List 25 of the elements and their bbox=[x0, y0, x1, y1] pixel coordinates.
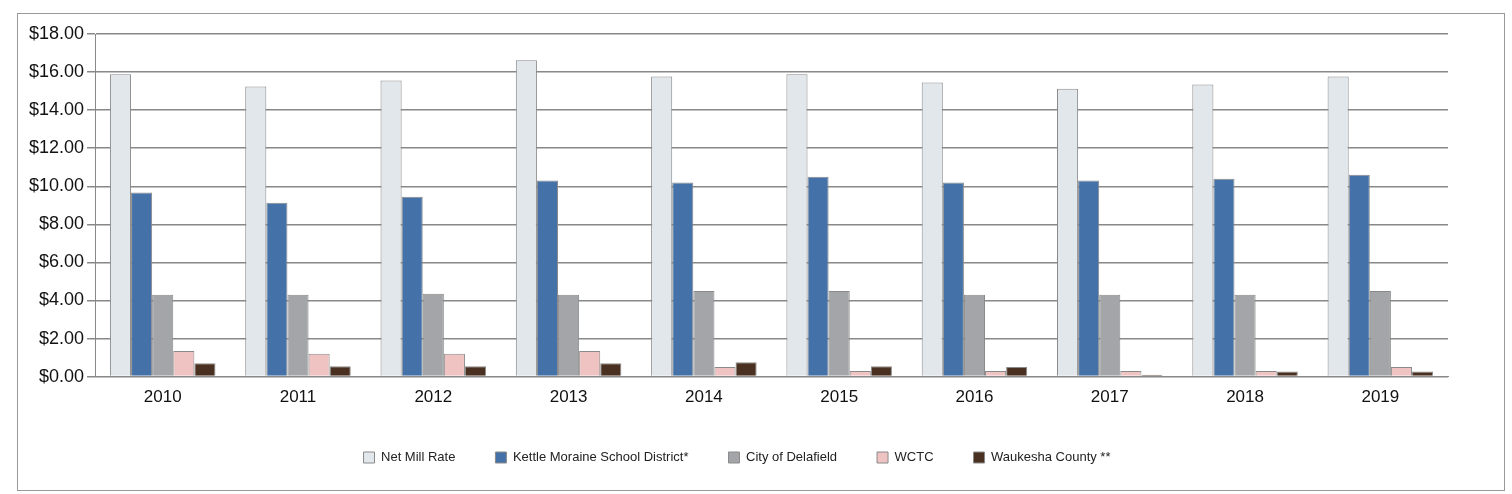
x-tick-label: 2015 bbox=[820, 387, 859, 407]
y-tick-label: $4.00 bbox=[39, 289, 85, 310]
y-tick-label: $0.00 bbox=[39, 365, 85, 386]
y-tick-label: $12.00 bbox=[28, 137, 85, 158]
y-tick-label: $16.00 bbox=[28, 61, 85, 82]
x-tick-label: 2011 bbox=[279, 387, 317, 407]
x-tick-label: 2010 bbox=[143, 387, 182, 407]
x-tick-label: 2012 bbox=[414, 387, 453, 407]
y-tick-label: $6.00 bbox=[39, 251, 85, 272]
y-tick-label: $18.00 bbox=[28, 22, 85, 43]
y-tick-label: $2.00 bbox=[39, 327, 85, 348]
legend-label: City of Delafield bbox=[745, 449, 838, 465]
legend-label: Kettle Moraine School District* bbox=[512, 449, 689, 465]
legend-label: Net Mill Rate bbox=[381, 449, 456, 465]
x-tick-label: 2017 bbox=[1090, 387, 1129, 407]
x-tick-label: 2016 bbox=[955, 387, 994, 407]
y-tick-label: $10.00 bbox=[28, 175, 85, 196]
x-tick-label: 2018 bbox=[1226, 387, 1264, 407]
legend-label: Waukesha County ** bbox=[991, 449, 1111, 465]
y-tick-label: $8.00 bbox=[39, 213, 85, 234]
x-tick-label: 2013 bbox=[549, 387, 588, 407]
y-tick-label: $14.00 bbox=[28, 99, 85, 120]
x-tick-label: 2014 bbox=[684, 387, 723, 407]
legend-label: WCTC bbox=[894, 449, 934, 465]
x-tick-label: 2019 bbox=[1361, 387, 1400, 407]
